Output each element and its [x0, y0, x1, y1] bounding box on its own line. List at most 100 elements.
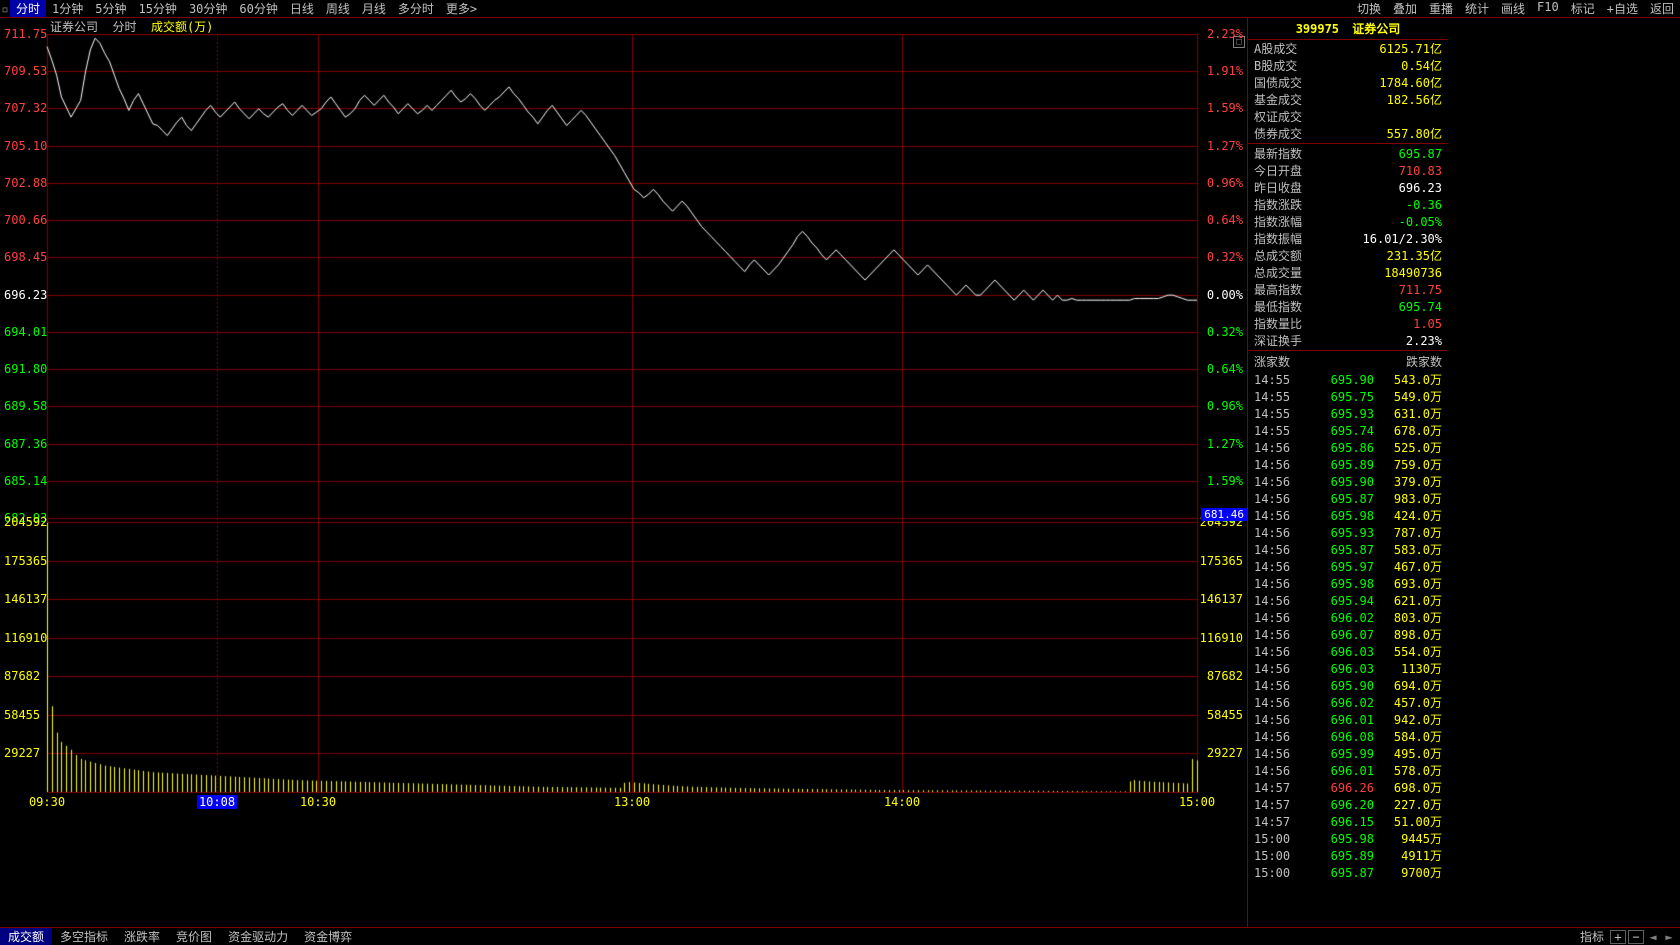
info-row: 指数涨幅-0.05% — [1248, 213, 1448, 230]
info-row: 权证成交 — [1248, 108, 1448, 125]
info-row: 今日开盘710.83 — [1248, 162, 1448, 179]
period-tab[interactable]: 分时 — [10, 0, 46, 17]
tick-row: 14:56695.98424.0万 — [1248, 507, 1448, 524]
toolbar-button[interactable]: 返回 — [1644, 0, 1680, 17]
y-axis-vol-label: 87682 — [4, 669, 40, 683]
y-axis-pct-label: 0.64% — [1207, 213, 1243, 227]
scroll-right-icon[interactable]: ► — [1662, 930, 1676, 944]
y-axis-price-label: 711.75 — [4, 27, 47, 41]
y-axis-vol-label-r: 29227 — [1207, 746, 1243, 760]
period-tab[interactable]: 多分时 — [392, 0, 440, 17]
toolbar-button[interactable]: 画线 — [1495, 0, 1531, 17]
y-axis-pct-label: 0.96% — [1207, 399, 1243, 413]
toolbar-button[interactable]: 切换 — [1351, 0, 1387, 17]
info-panel: 399975 证券公司 A股成交6125.71亿B股成交0.54亿国债成交178… — [1248, 18, 1448, 927]
indicator-tab[interactable]: 成交额 — [0, 928, 52, 945]
y-axis-price-label: 705.10 — [4, 139, 47, 153]
tick-row: 14:56696.07898.0万 — [1248, 626, 1448, 643]
y-axis-vol-label: 58455 — [4, 708, 40, 722]
menu-icon[interactable]: ▫ — [0, 2, 10, 16]
y-axis-vol-label: 175365 — [4, 554, 47, 568]
tick-row: 14:56695.90379.0万 — [1248, 473, 1448, 490]
period-tab[interactable]: 日线 — [284, 0, 320, 17]
y-axis-price-label: 687.36 — [4, 437, 47, 451]
tick-row: 14:56695.90694.0万 — [1248, 677, 1448, 694]
period-tab[interactable]: 60分钟 — [233, 0, 283, 17]
info-row: 总成交量18490736 — [1248, 264, 1448, 281]
price-volume-chart[interactable] — [0, 34, 1248, 927]
tick-row: 14:56695.87583.0万 — [1248, 541, 1448, 558]
tick-row: 14:55695.74678.0万 — [1248, 422, 1448, 439]
y-axis-price-label: 700.66 — [4, 213, 47, 227]
toolbar-button[interactable]: 标记 — [1565, 0, 1601, 17]
y-axis-price-label: 694.01 — [4, 325, 47, 339]
y-axis-price-label: 702.88 — [4, 176, 47, 190]
info-row: 指数量比1.05 — [1248, 315, 1448, 332]
y-axis-price-label: 709.53 — [4, 64, 47, 78]
indicator-tab[interactable]: 涨跌率 — [116, 928, 168, 945]
toolbar-button[interactable]: F10 — [1531, 0, 1565, 17]
y-axis-price-label: 698.45 — [4, 250, 47, 264]
tick-row: 15:00695.989445万 — [1248, 830, 1448, 847]
chart-header: 证券公司 分时 成交额(万) — [0, 18, 1247, 34]
info-row: 指数涨跌-0.36 — [1248, 196, 1448, 213]
y-axis-price-label: 696.23 — [4, 288, 47, 302]
x-axis-time-label: 10:08 — [197, 795, 237, 809]
tick-row: 14:56695.86525.0万 — [1248, 439, 1448, 456]
tick-row: 14:56695.94621.0万 — [1248, 592, 1448, 609]
info-row: B股成交0.54亿 — [1248, 57, 1448, 74]
period-tab[interactable]: 30分钟 — [183, 0, 233, 17]
indicator-tab[interactable]: 资金博弈 — [296, 928, 360, 945]
period-tab[interactable]: 更多> — [440, 0, 483, 17]
tick-row: 14:56695.98693.0万 — [1248, 575, 1448, 592]
y-axis-pct-label: 1.27% — [1207, 139, 1243, 153]
y-axis-vol-label: 116910 — [4, 631, 47, 645]
scroll-left-icon[interactable]: ◄ — [1646, 930, 1660, 944]
indicator-tab[interactable]: 竞价图 — [168, 928, 220, 945]
period-tab[interactable]: 月线 — [356, 0, 392, 17]
info-row: 最低指数695.74 — [1248, 298, 1448, 315]
indicator-tab[interactable]: 资金驱动力 — [220, 928, 296, 945]
period-tab[interactable]: 周线 — [320, 0, 356, 17]
info-row: 最新指数695.87 — [1248, 145, 1448, 162]
y-axis-vol-label-r: 146137 — [1200, 592, 1243, 606]
tick-row: 14:56695.93787.0万 — [1248, 524, 1448, 541]
y-axis-vol-label: 204592 — [4, 515, 47, 529]
toolbar-button[interactable]: 重播 — [1423, 0, 1459, 17]
tick-row: 14:56696.031130万 — [1248, 660, 1448, 677]
tick-row: 14:56695.87983.0万 — [1248, 490, 1448, 507]
indicator-minus-button[interactable]: − — [1628, 930, 1644, 944]
security-code: 399975 — [1296, 22, 1339, 36]
y-axis-pct-label: 1.59% — [1207, 101, 1243, 115]
tick-row: 14:55695.90543.0万 — [1248, 371, 1448, 388]
indicator-plus-button[interactable]: + — [1610, 930, 1626, 944]
toolbar-button[interactable]: 叠加 — [1387, 0, 1423, 17]
tick-row: 14:56696.03554.0万 — [1248, 643, 1448, 660]
tick-hdr-up: 涨家数 — [1254, 353, 1348, 370]
toolbar-button[interactable]: +自选 — [1601, 0, 1644, 17]
info-row: 深证换手2.23% — [1248, 332, 1448, 349]
y-axis-price-label: 689.58 — [4, 399, 47, 413]
y-axis-vol-label-r: 58455 — [1207, 708, 1243, 722]
chart-area: 证券公司 分时 成交额(万) □ 711.752.23%709.531.91%7… — [0, 18, 1248, 927]
y-axis-price-label: 685.14 — [4, 474, 47, 488]
indicator-tab[interactable]: 多空指标 — [52, 928, 116, 945]
tick-row: 14:57696.20227.0万 — [1248, 796, 1448, 813]
y-axis-vol-label-r: 87682 — [1207, 669, 1243, 683]
info-row: 最高指数711.75 — [1248, 281, 1448, 298]
chart-title-name: 证券公司 — [50, 20, 98, 34]
indicator-label[interactable]: 指标 — [1580, 928, 1604, 945]
tick-row: 15:00695.894911万 — [1248, 847, 1448, 864]
chart-title-period: 分时 — [112, 20, 136, 34]
period-tab[interactable]: 1分钟 — [46, 0, 89, 17]
y-axis-vol-label: 29227 — [4, 746, 40, 760]
toolbar-button[interactable]: 统计 — [1459, 0, 1495, 17]
info-row: 基金成交182.56亿 — [1248, 91, 1448, 108]
tick-header: 涨家数 跌家数 — [1248, 352, 1448, 371]
x-axis-time-label: 15:00 — [1179, 795, 1215, 809]
period-tab[interactable]: 5分钟 — [89, 0, 132, 17]
y-axis-price-label: 707.32 — [4, 101, 47, 115]
x-axis-time-label: 09:30 — [29, 795, 65, 809]
tick-row: 14:56695.99495.0万 — [1248, 745, 1448, 762]
period-tab[interactable]: 15分钟 — [132, 0, 182, 17]
